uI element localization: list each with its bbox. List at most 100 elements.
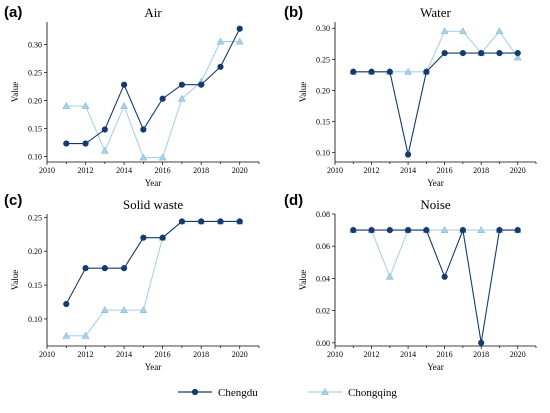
data-point-chongqing: [120, 101, 129, 109]
y-tick-label: 0.30: [316, 24, 330, 33]
y-tick-label: 0.20: [28, 247, 42, 256]
data-point-chengdu: [236, 218, 243, 225]
data-point-chengdu: [120, 81, 128, 88]
x-tick-label: 2018: [193, 166, 209, 175]
x-tick-label: 2016: [437, 350, 453, 359]
y-tick-label: 0.08: [316, 210, 330, 219]
data-point-chongqing: [440, 226, 449, 233]
data-point-chengdu: [368, 226, 375, 234]
data-point-chengdu: [478, 50, 485, 57]
data-point-chongqing: [139, 153, 148, 161]
y-axis-label: Value: [298, 82, 308, 103]
series-line-chongqing: [353, 229, 518, 279]
x-tick-label: 2020: [232, 350, 248, 359]
data-point-chongqing: [216, 37, 225, 45]
series-line-chengdu: [353, 228, 518, 343]
data-point-chengdu: [101, 126, 108, 133]
y-axis-label: Value: [10, 82, 20, 103]
y-tick-label: 0.30: [28, 40, 42, 49]
data-point-chengdu: [82, 140, 89, 147]
x-tick-label: 2018: [473, 166, 489, 175]
x-tick-label: 2014: [400, 166, 416, 175]
x-axis-label: Year: [145, 362, 162, 372]
y-tick-label: 0.15: [28, 281, 42, 290]
data-point-chongqing: [62, 331, 71, 339]
legend-label-chongqing: Chongqing: [348, 387, 397, 399]
data-point-chongqing: [100, 306, 109, 313]
data-point-chengdu: [236, 25, 243, 32]
y-tick-label: 0.15: [28, 124, 42, 133]
panel-letter: (c): [4, 192, 22, 209]
y-tick-label: 0.25: [316, 55, 330, 64]
data-point-chengdu: [217, 218, 224, 225]
data-point-chongqing: [62, 101, 71, 109]
data-point-chongqing: [100, 146, 109, 154]
y-tick-label: 0.10: [28, 152, 42, 161]
panel-4: (d) Noise 2010 2012 2014 2016 2018 2020 0.00 0.02…: [284, 192, 537, 372]
x-tick-label: 2020: [232, 166, 248, 175]
data-point-chengdu: [386, 226, 393, 234]
data-point-chengdu: [459, 50, 467, 57]
y-tick-label: 0.02: [316, 307, 330, 316]
x-tick-label: 2016: [155, 350, 171, 359]
series-line-chengdu: [65, 220, 240, 305]
data-point-chengdu: [350, 226, 357, 234]
series-line-chongqing: [66, 220, 240, 337]
data-point-chengdu: [140, 234, 147, 241]
x-tick-label: 2014: [116, 166, 132, 175]
data-point-chengdu: [217, 63, 224, 70]
x-tick-label: 2014: [116, 350, 132, 359]
panel-title: Water: [420, 5, 451, 20]
x-tick-label: 2010: [327, 350, 343, 359]
data-point-chengdu: [423, 68, 430, 75]
data-point-chongqing: [513, 53, 522, 61]
data-point-chongqing: [177, 94, 186, 102]
x-tick-label: 2020: [510, 350, 526, 359]
data-point-chengdu: [423, 226, 430, 234]
data-point-chongqing: [158, 153, 167, 161]
data-point-chengdu: [514, 226, 521, 234]
panel-1: (a) Air 2010 2012 2014 2016 2018 2020 0.10 0.15 0.…: [4, 4, 260, 188]
data-point-chengdu: [198, 218, 205, 225]
x-tick-label: 2012: [78, 350, 94, 359]
y-tick-label: 0.10: [28, 315, 42, 324]
data-point-chengdu: [368, 68, 375, 75]
x-tick-label: 2020: [510, 166, 526, 175]
data-point-chongqing: [139, 306, 148, 313]
series-line-chongqing: [66, 41, 240, 159]
data-point-chongqing: [235, 37, 244, 45]
panel-title: Air: [144, 5, 162, 20]
data-point-chengdu: [514, 50, 521, 57]
data-point-chongqing: [458, 27, 467, 35]
data-point-chengdu: [459, 226, 467, 234]
x-tick-label: 2014: [400, 350, 416, 359]
panel-3: (c) Solid waste 2010 2012 2014 2016 2018 2020 0.…: [4, 192, 260, 372]
data-point-chengdu: [441, 273, 448, 280]
data-point-chengdu: [441, 50, 448, 57]
data-point-chongqing: [81, 101, 90, 109]
y-tick-label: 0.15: [316, 118, 330, 127]
x-tick-label: 2010: [39, 350, 55, 359]
y-tick-label: 0.10: [316, 149, 330, 158]
data-point-chengdu: [478, 339, 485, 346]
data-point-chengdu: [496, 226, 503, 234]
data-point-chengdu: [404, 151, 412, 158]
data-point-chengdu: [63, 140, 70, 147]
x-tick-label: 2018: [193, 350, 209, 359]
data-point-chongqing: [477, 226, 486, 233]
data-point-chengdu: [178, 81, 186, 88]
panel-letter: (d): [284, 192, 303, 209]
x-axis-label: Year: [427, 178, 444, 188]
series-line-chongqing: [353, 30, 519, 73]
x-tick-label: 2010: [39, 166, 55, 175]
x-axis-label: Year: [145, 178, 162, 188]
data-point-chengdu: [159, 95, 166, 102]
panel-letter: (a): [4, 4, 22, 21]
x-tick-label: 2012: [78, 166, 94, 175]
legend-label-chengdu: Chengdu: [218, 387, 258, 399]
data-point-chengdu: [82, 265, 89, 272]
x-tick-label: 2010: [327, 166, 343, 175]
data-point-chengdu: [404, 226, 412, 234]
data-point-chengdu: [140, 126, 147, 133]
